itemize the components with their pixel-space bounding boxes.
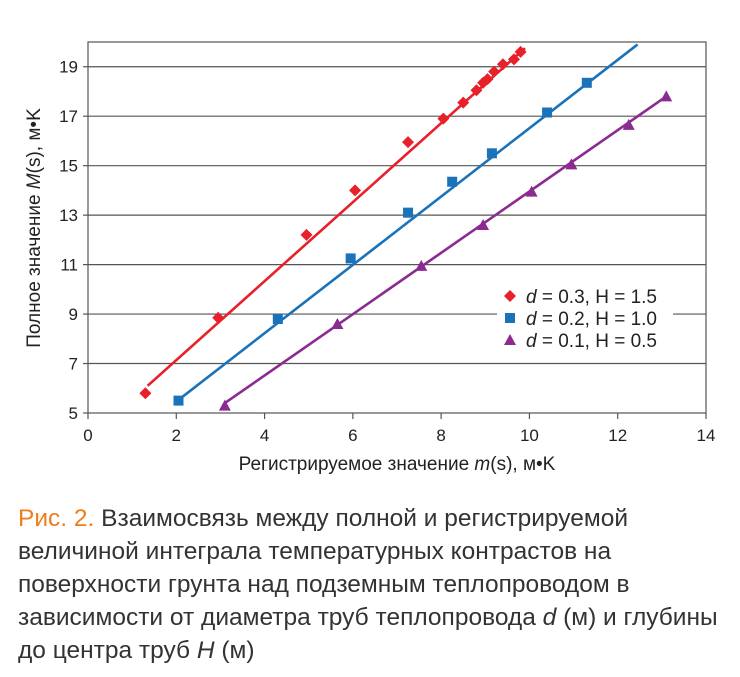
y-tick-label: 19 (59, 58, 78, 77)
y-tick-label: 15 (59, 157, 78, 176)
data-point-triangle (477, 219, 490, 231)
y-axis-label: Полное значение M(s), м•K (24, 108, 45, 348)
data-point-triangle (525, 185, 538, 197)
y-tick-label: 7 (69, 355, 78, 374)
y-tick-label: 11 (60, 256, 78, 275)
data-point-square (345, 253, 356, 264)
data-point-diamond (481, 73, 494, 86)
figure-caption: Рис. 2. Взаимосвязь между полной и регис… (18, 502, 728, 667)
data-point-diamond (402, 136, 415, 149)
scatter-chart: 5 7 9 11 13 15 17 19 0 2 4 6 8 10 12 14 d = 0.3, H = 1.… (24, 41, 716, 475)
plot-border (87, 41, 707, 414)
data-point-diamond (139, 387, 152, 400)
trend-line-diamond (146, 47, 526, 387)
data-point-diamond (349, 184, 362, 197)
legend-marker-square (505, 313, 515, 323)
caption-text: (м) и глубины до центра труб (18, 604, 718, 664)
data-point-diamond (212, 311, 225, 324)
x-tick-label: 6 (348, 426, 357, 445)
data-point-triangle (415, 259, 428, 271)
axes: 5 7 9 11 13 15 17 19 0 2 4 6 8 10 12 14 (59, 41, 716, 445)
data-point-square (447, 176, 458, 187)
data-point-diamond (470, 84, 483, 97)
data-point-square (486, 148, 497, 159)
data-point-square (403, 207, 414, 218)
legend-entry: d = 0.1, H = 0.5 (526, 331, 657, 352)
legend-entry: d = 0.2, H = 1.0 (526, 309, 657, 330)
data-point-diamond (457, 96, 470, 109)
x-tick-label: 10 (520, 426, 539, 445)
x-tick-label: 8 (436, 426, 445, 445)
x-tick-label: 12 (608, 426, 627, 445)
data-point-square (173, 395, 184, 406)
grid (88, 66, 706, 365)
data-points (139, 45, 673, 411)
x-tick-label: 4 (260, 426, 269, 445)
caption-var-h: H (196, 637, 215, 664)
data-point-diamond (496, 58, 509, 71)
legend-marker-triangle (504, 334, 516, 345)
caption-text: (м) (214, 637, 255, 664)
data-point-diamond (488, 65, 501, 78)
x-tick-label: 2 (172, 426, 181, 445)
data-point-triangle (565, 158, 578, 170)
legend-entry: d = 0.3, H = 1.5 (526, 287, 657, 308)
data-point-diamond (514, 45, 527, 58)
caption-text: Взаимосвязь между полной и регистрируемо… (18, 505, 630, 631)
x-tick-label: 0 (83, 426, 92, 445)
data-point-square (542, 107, 553, 118)
legend-marker-diamond (504, 290, 516, 302)
caption-var-d: d (542, 604, 557, 631)
data-point-square (581, 77, 592, 88)
x-tick-label: 14 (697, 426, 716, 445)
data-point-triangle (331, 317, 344, 329)
data-point-triangle (218, 399, 231, 411)
data-point-triangle (660, 90, 673, 102)
y-tick-label: 13 (59, 206, 78, 225)
caption-label: Рис. 2. (18, 505, 95, 532)
legend: d = 0.3, H = 1.5d = 0.2, H = 1.0d = 0.1,… (497, 282, 673, 352)
y-tick-label: 9 (69, 305, 78, 324)
x-axis-label: Регистрируемое значение m(s), м•K (239, 454, 556, 475)
data-point-diamond (300, 228, 313, 241)
y-tick-label: 17 (59, 107, 78, 126)
legend-background (497, 282, 673, 348)
trend-line-square (179, 43, 639, 400)
data-point-square (272, 314, 283, 325)
data-point-diamond (507, 53, 520, 66)
trend-line-triangle (224, 95, 668, 405)
y-tick-label: 5 (69, 404, 78, 423)
data-point-diamond (437, 112, 450, 125)
data-point-triangle (622, 118, 635, 130)
